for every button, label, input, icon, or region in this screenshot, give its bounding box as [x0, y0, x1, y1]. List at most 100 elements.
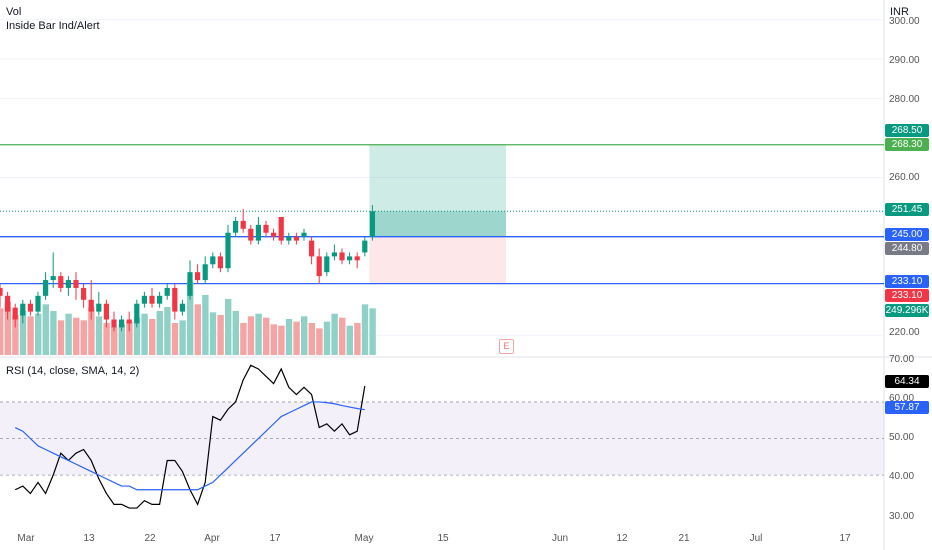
- time-tick: 15: [437, 533, 449, 544]
- volume-bar: [316, 328, 323, 355]
- rsi-indicator-label[interactable]: RSI (14, close, SMA, 14, 2): [6, 365, 140, 377]
- volume-bar: [19, 311, 27, 355]
- candle-body: [119, 319, 125, 328]
- plot-background: [0, 0, 884, 550]
- candle-body: [210, 256, 216, 265]
- volume-bar: [217, 315, 224, 355]
- candle-body: [141, 295, 147, 304]
- rsi-tick: 70.00: [889, 354, 915, 365]
- volume-bar: [301, 316, 308, 355]
- rsi-tick: 40.00: [889, 471, 915, 482]
- candle-body: [27, 303, 33, 312]
- candle-body: [149, 295, 155, 304]
- volume-bar: [65, 313, 72, 355]
- position-current-zone: [369, 211, 506, 237]
- stop-line-price-tag: 233.10: [885, 275, 929, 288]
- candle-body: [43, 280, 49, 296]
- candle-body: [324, 256, 330, 273]
- currency-label: INR: [890, 6, 909, 18]
- time-tick: Mar: [17, 533, 35, 544]
- stop-price-tag: 233.10: [885, 289, 929, 302]
- volume-bar: [361, 304, 369, 355]
- volume-bar: [202, 295, 209, 355]
- rsi-ma-line: [14, 401, 365, 491]
- volume-indicator-label[interactable]: Vol: [6, 6, 22, 18]
- position-loss-zone: [369, 236, 506, 284]
- candle-body: [5, 295, 11, 312]
- candle-body: [271, 232, 277, 237]
- volume-bar: [247, 316, 255, 355]
- volume-bar: [80, 320, 87, 355]
- volume-bar: [164, 307, 171, 355]
- time-tick: Apr: [204, 533, 220, 544]
- volume-bar: [187, 281, 194, 355]
- candle-body: [263, 224, 269, 233]
- candle-body: [301, 232, 307, 237]
- volume-bar: [209, 312, 217, 355]
- volume-bar: [263, 317, 270, 355]
- volume-bar: [126, 321, 133, 355]
- volume-bar: [354, 323, 361, 355]
- candle-body: [339, 252, 345, 261]
- rsi-tick: 50.00: [889, 432, 915, 443]
- volume-bar: [240, 323, 247, 355]
- inside-bar-indicator-label[interactable]: Inside Bar Ind/Alert: [6, 20, 100, 32]
- volume-bar: [179, 320, 186, 355]
- time-tick: 21: [678, 533, 690, 544]
- entry-line-price-tag: 245.00: [885, 228, 929, 241]
- price-tick: 220.00: [889, 327, 920, 338]
- entry-price-tag: 244.80: [885, 242, 929, 255]
- candle-body: [187, 272, 193, 296]
- candle-body: [354, 256, 360, 261]
- candle-body: [369, 211, 375, 237]
- candle-body: [88, 299, 94, 312]
- volume-bar: [323, 321, 331, 355]
- volume-bar: [285, 319, 293, 355]
- volume-bar: [57, 320, 65, 355]
- candle-body: [316, 256, 322, 277]
- candle-body: [126, 319, 132, 324]
- candle-body: [20, 303, 26, 316]
- volume-bar: [42, 304, 49, 355]
- candle-body: [157, 295, 163, 304]
- volume-bar: [4, 301, 11, 355]
- candle-body: [202, 264, 208, 281]
- volume-bar: [118, 324, 125, 355]
- candle-body: [362, 240, 368, 253]
- candle-body: [65, 280, 71, 288]
- candle-body: [240, 220, 246, 229]
- candle-body: [81, 287, 87, 300]
- price-tick: 290.00: [889, 55, 920, 66]
- volume-bar: [331, 313, 338, 355]
- green-line-price-tag: 268.30: [885, 138, 929, 151]
- time-tick: 17: [269, 533, 281, 544]
- volume-bar: [88, 307, 95, 355]
- candle-body: [217, 256, 223, 269]
- volume-bar: [0, 308, 4, 355]
- rsi-value-tag: 64.34: [885, 375, 929, 388]
- candle-body: [255, 224, 261, 241]
- rsi-tick: 30.00: [889, 511, 915, 522]
- volume-bar: [232, 311, 239, 355]
- candle-body: [164, 287, 170, 296]
- volume-bar: [225, 299, 232, 355]
- earnings-marker[interactable]: E: [499, 339, 514, 354]
- volume-bar: [293, 321, 300, 355]
- volume-bar: [149, 319, 156, 355]
- price-tick: 280.00: [889, 94, 920, 105]
- candle-body: [293, 236, 299, 241]
- volume-bar: [35, 313, 42, 355]
- volume-bar: [308, 323, 315, 355]
- time-tick: Jul: [749, 533, 763, 544]
- candle-body: [96, 303, 102, 312]
- time-tick: 12: [616, 533, 628, 544]
- volume-bar: [339, 317, 346, 355]
- volume-bar: [133, 317, 141, 355]
- volume-tag: 249.296K: [885, 304, 929, 317]
- volume-bar: [270, 324, 277, 355]
- volume-bar: [346, 325, 353, 355]
- volume-bar: [12, 315, 19, 355]
- volume-bar: [141, 313, 148, 355]
- candle-body: [12, 307, 18, 320]
